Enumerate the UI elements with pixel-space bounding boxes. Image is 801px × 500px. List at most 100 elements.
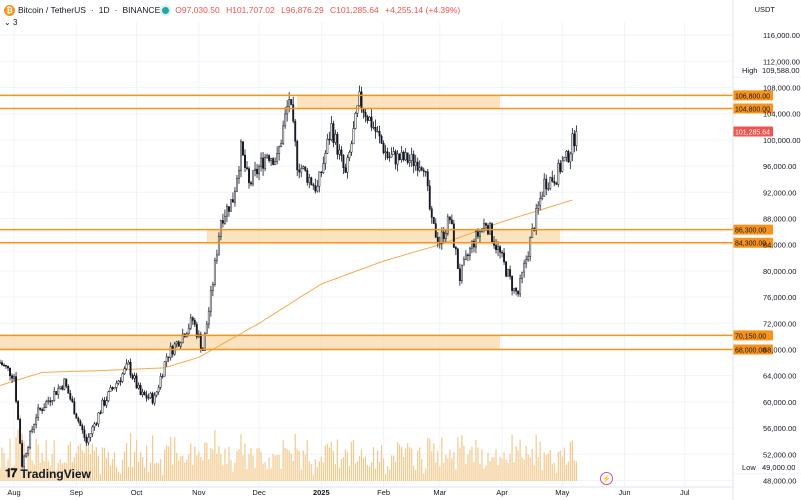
candle-body — [181, 333, 184, 344]
y-tick-label: 64,000.00 — [763, 372, 796, 381]
volume-bar — [107, 451, 110, 481]
candle-body — [448, 216, 451, 221]
volume-bar — [525, 445, 527, 481]
x-tick-label: Sep — [70, 488, 83, 497]
tradingview-logo[interactable]: 𝟏𝟕 TradingView — [5, 466, 91, 481]
candle-body — [364, 112, 367, 118]
volume-bar — [384, 473, 387, 481]
volume-bar — [395, 461, 397, 481]
volume-bar — [302, 450, 304, 481]
volume-bar — [226, 464, 228, 481]
x-tick-label: Oct — [131, 488, 144, 497]
volume-bar — [399, 444, 401, 481]
volume-bar — [77, 445, 79, 481]
candle-body — [523, 262, 526, 273]
volume-bar — [553, 462, 555, 481]
candle-body — [416, 161, 419, 171]
currency-label[interactable]: USDT — [754, 5, 775, 14]
volume-bar — [451, 458, 453, 481]
candle-body — [312, 184, 315, 186]
candle-body — [95, 423, 98, 425]
candle-body — [567, 150, 570, 163]
volume-bar — [222, 465, 224, 481]
volume-bar — [469, 449, 471, 481]
volume-bar — [485, 465, 487, 481]
candle-body — [15, 376, 18, 402]
symbol-name[interactable]: Bitcoin / TetherUS — [18, 5, 86, 15]
candle-body — [264, 156, 267, 169]
candle-body — [135, 375, 138, 389]
volume-bar — [123, 451, 126, 481]
lightning-icon[interactable]: ⚡ — [600, 472, 613, 485]
candle-body — [266, 155, 269, 158]
candle-body — [430, 208, 433, 218]
candle-body — [380, 135, 383, 144]
volume-bar — [276, 454, 278, 481]
candle-body — [137, 384, 140, 389]
volume-bar — [246, 469, 248, 481]
volume-bar — [356, 461, 359, 481]
candle-body — [446, 216, 449, 234]
candle-body — [477, 231, 479, 237]
candle-body — [302, 166, 305, 169]
candle-body — [131, 374, 134, 379]
volume-bar — [330, 441, 332, 481]
candle-body — [320, 171, 323, 174]
volume-bar — [517, 450, 519, 481]
volume-bar — [242, 455, 244, 481]
candle-body — [47, 400, 50, 402]
price-level-label: 86,300.00 — [735, 228, 766, 235]
interval[interactable]: 1D — [98, 5, 110, 15]
change-value: +4,255.14 (+4.39%) — [385, 5, 461, 15]
volume-bar — [152, 435, 154, 481]
candle-body — [217, 236, 220, 256]
volume-bar — [65, 462, 67, 481]
candle-body — [376, 131, 379, 133]
volume-bar — [137, 462, 140, 481]
candle-body — [314, 185, 317, 192]
candle-body — [545, 178, 548, 190]
candle-body — [338, 149, 341, 155]
candle-body — [221, 220, 224, 224]
volume-bar — [382, 458, 385, 481]
candle-body — [225, 206, 228, 217]
volume-bar — [236, 450, 238, 481]
candle-body — [91, 426, 94, 434]
volume-bar — [344, 449, 347, 481]
volume-bar — [535, 434, 537, 481]
volume-bar — [200, 457, 202, 481]
candle-body — [75, 413, 78, 419]
candle-body — [133, 375, 136, 379]
volume-bar — [459, 447, 461, 481]
candle-body — [101, 399, 104, 414]
candle-body — [354, 112, 357, 129]
candle-body — [485, 223, 487, 226]
volume-bar — [551, 464, 553, 481]
candle-body — [348, 151, 351, 158]
candle-body — [236, 178, 238, 192]
volume-bar — [352, 440, 355, 481]
candle-body — [296, 140, 299, 171]
volume-bar — [105, 458, 108, 481]
volume-bar — [539, 441, 541, 481]
volume-bar — [467, 454, 469, 481]
volume-bar — [308, 461, 310, 481]
indicators-toggle[interactable]: ⌄ 3 — [4, 18, 18, 27]
y-tick-label: 68,000.00 — [763, 345, 796, 354]
volume-bar — [63, 462, 65, 481]
volume-bar — [89, 454, 91, 481]
candle-body — [169, 346, 172, 358]
volume-bar — [31, 460, 33, 481]
volume-bar — [286, 449, 288, 481]
y-tick-label: 88,000.00 — [763, 214, 796, 223]
volume-bar — [39, 463, 41, 481]
volume-bar — [260, 451, 262, 481]
volume-bar — [186, 459, 188, 481]
candle-body — [113, 387, 116, 390]
candle-body — [565, 150, 568, 158]
candle-body — [452, 223, 455, 248]
candle-body — [227, 206, 230, 212]
candle-body — [203, 333, 206, 351]
volume-bar — [298, 450, 300, 481]
